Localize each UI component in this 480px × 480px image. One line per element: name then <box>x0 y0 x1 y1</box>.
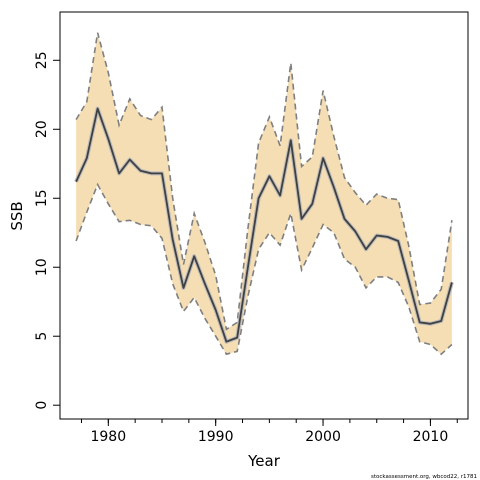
source-footnote: stockassessment.org, wbcod22, r1781 <box>371 474 477 480</box>
x-tick-label: 1990 <box>198 429 234 445</box>
estimate-line <box>75 107 453 343</box>
y-tick-label: 10 <box>34 258 50 276</box>
lower-bound-line <box>75 182 453 356</box>
upper-bound-line <box>75 32 453 331</box>
y-axis: 0 5 10 15 20 25 <box>34 51 60 410</box>
x-tick-label: 2010 <box>413 429 449 445</box>
x-tick-label: 1980 <box>90 429 126 445</box>
y-tick-label: 20 <box>34 120 50 138</box>
y-axis-title: SSB <box>8 201 26 230</box>
plot-frame <box>59 11 469 420</box>
y-tick-label: 25 <box>34 51 50 69</box>
y-tick-label: 0 <box>34 401 50 410</box>
confidence-band-layer <box>76 32 452 355</box>
series-line-layer <box>74 32 454 356</box>
x-tick-label: 2000 <box>305 429 341 445</box>
confidence-band <box>76 32 452 355</box>
y-tick-label: 15 <box>34 189 50 207</box>
y-tick-label: 5 <box>34 332 50 341</box>
x-axis-title: Year <box>247 452 281 470</box>
x-axis: 1980 1990 2000 2010 <box>80 419 458 445</box>
